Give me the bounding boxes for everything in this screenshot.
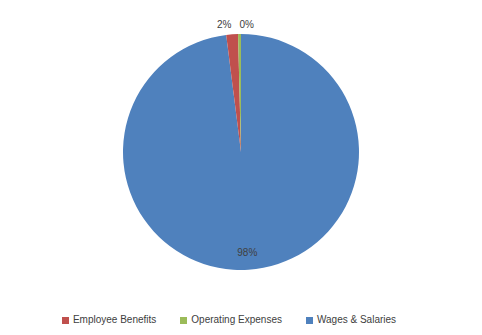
html-text:Wages & Salaries: Wages & Salaries: [317, 314, 397, 325]
html-text:Employee Benefits: Employee Benefits: [72, 314, 157, 325]
svg-text:2%: 2%: [217, 19, 232, 30]
svg-text:98%: 98%: [237, 247, 257, 258]
svg-text:0%: 0%: [239, 19, 254, 30]
html-text:Operating Expenses: Operating Expenses: [191, 314, 282, 325]
